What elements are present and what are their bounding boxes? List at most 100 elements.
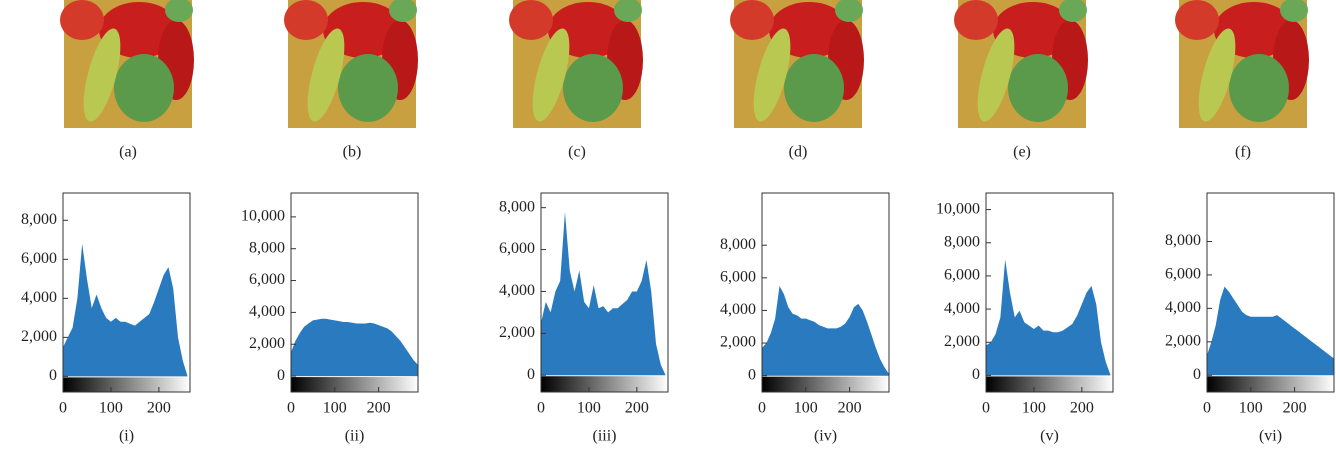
image-label: (d) [789,144,808,161]
image-region [954,0,998,40]
image-label: (f) [1235,144,1251,161]
y-tick-label: 8,000 [249,239,285,256]
intensity-bar [1207,376,1334,392]
x-tick-label: 200 [1283,400,1307,417]
image-region [1198,28,1236,122]
y-tick-label: 0 [527,366,535,383]
plot-frame [761,192,890,393]
y-tick-label: 0 [972,366,980,383]
histogram-area [762,285,889,376]
y-tick-label: 2,000 [1165,333,1201,350]
y-tick-label: 6,000 [21,250,57,267]
intensity-bar [541,376,668,392]
image-region [835,0,863,22]
y-tick-label: 4,000 [1165,299,1201,316]
chart-caption: (iii) [593,428,617,445]
chart-caption: (v) [1040,428,1059,445]
image-region [977,28,1015,122]
x-tick-label: 100 [323,400,347,417]
y-tick-label: 10,000 [241,208,285,225]
histogram-area [1207,286,1334,376]
x-tick-label: 0 [59,400,67,417]
image-region [563,54,623,122]
x-tick-label: 0 [982,400,990,417]
y-tick-label: 8,000 [499,198,535,215]
image-region [60,0,104,40]
x-tick-label: 100 [1022,400,1046,417]
image-region [389,0,417,22]
intensity-bar [63,377,190,392]
image-region [614,0,642,22]
y-tick-label: 4,000 [720,301,756,318]
histogram-area [291,318,418,377]
y-tick-label: 10,000 [936,200,980,217]
y-tick-label: 2,000 [21,328,57,345]
image-region [753,28,791,122]
x-tick-label: 100 [794,400,818,417]
image-region [532,28,570,122]
y-tick-label: 0 [277,367,285,384]
x-tick-label: 200 [1070,400,1094,417]
y-tick-label: 6,000 [499,240,535,257]
y-tick-label: 8,000 [1165,232,1201,249]
y-tick-label: 6,000 [944,267,980,284]
intensity-bar [986,376,1113,392]
image-label: (a) [119,144,137,161]
histogram-area [63,243,188,377]
image-region [165,0,193,22]
y-tick-label: 6,000 [720,268,756,285]
y-tick-label: 4,000 [499,282,535,299]
image-label: (b) [343,144,362,161]
x-tick-label: 0 [287,400,295,417]
image-region [730,0,774,40]
histogram-area [986,259,1111,376]
y-tick-label: 0 [49,367,57,384]
chart-caption: (i) [119,428,134,445]
x-tick-label: 200 [367,400,391,417]
y-tick-label: 2,000 [499,324,535,341]
x-tick-label: 200 [625,400,649,417]
y-tick-label: 0 [1193,366,1201,383]
y-tick-label: 2,000 [944,333,980,350]
x-tick-label: 100 [99,400,123,417]
image-label: (c) [568,144,586,161]
x-tick-label: 0 [758,400,766,417]
chart-caption: (ii) [345,428,365,445]
image-region [1008,54,1068,122]
y-tick-label: 2,000 [249,335,285,352]
y-tick-label: 2,000 [720,334,756,351]
y-tick-label: 4,000 [249,303,285,320]
image-region [338,54,398,122]
y-tick-label: 8,000 [944,233,980,250]
y-tick-label: 6,000 [249,271,285,288]
image-region [509,0,553,40]
y-tick-label: 4,000 [21,289,57,306]
y-tick-label: 8,000 [21,211,57,228]
intensity-bar [762,376,889,392]
image-region [284,0,328,40]
image-region [784,54,844,122]
image-region [1229,54,1289,122]
image-label: (e) [1013,144,1031,161]
y-tick-label: 4,000 [944,300,980,317]
image-region [1059,0,1087,22]
image-region [114,54,174,122]
plot-frame [985,192,1114,393]
x-tick-label: 0 [537,400,545,417]
image-region [1175,0,1219,40]
image-region [1280,0,1308,22]
y-tick-label: 8,000 [720,236,756,253]
plot-frame [540,192,669,393]
x-tick-label: 200 [838,400,862,417]
image-region [307,28,345,122]
plot-frame [1206,192,1335,393]
y-tick-label: 0 [748,366,756,383]
y-tick-label: 6,000 [1165,266,1201,283]
histogram-area [541,211,666,376]
chart-caption: (iv) [814,428,837,445]
chart-caption: (vi) [1259,428,1282,445]
plot-frame [290,192,419,393]
intensity-bar [291,377,418,392]
image-region [83,28,121,122]
